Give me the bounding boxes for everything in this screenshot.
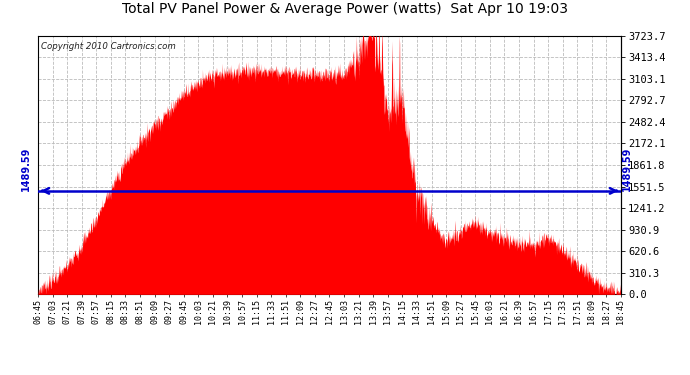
Text: Copyright 2010 Cartronics.com: Copyright 2010 Cartronics.com [41,42,176,51]
Text: 1489.59: 1489.59 [622,147,632,191]
Text: 1489.59: 1489.59 [21,147,30,191]
Text: Total PV Panel Power & Average Power (watts)  Sat Apr 10 19:03: Total PV Panel Power & Average Power (wa… [122,2,568,16]
